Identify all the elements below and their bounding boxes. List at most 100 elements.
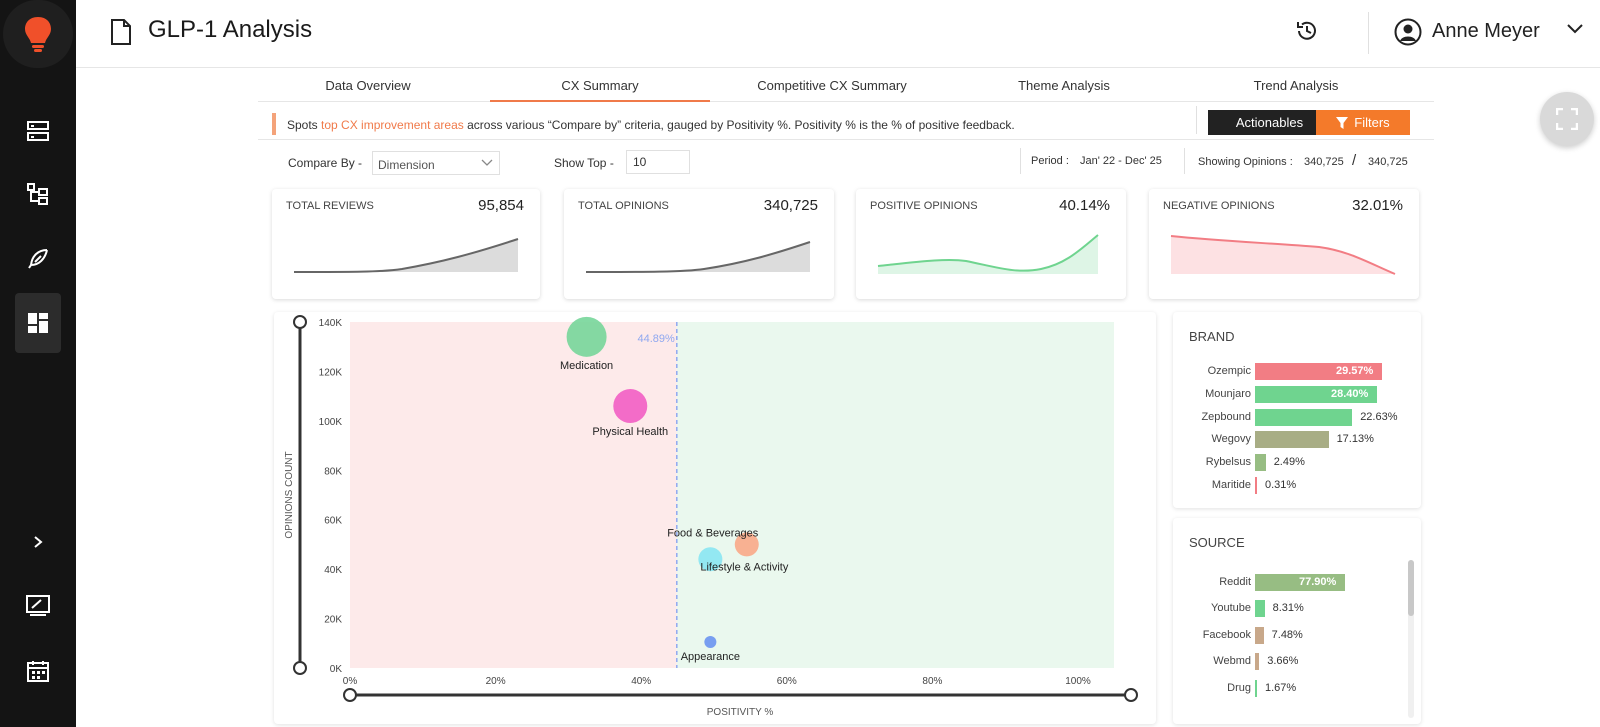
y-tick-label: 120K — [319, 367, 343, 378]
nav-data-icon[interactable] — [15, 108, 61, 154]
y-tick-label: 60K — [324, 516, 342, 527]
source-card: SOURCE Reddit 77.90% Youtube 8.31% Facebook 7… — [1173, 518, 1421, 724]
x-range-slider-right-handle[interactable] — [1124, 688, 1138, 702]
calendar-icon — [27, 661, 49, 682]
nav-report-icon[interactable] — [15, 583, 61, 629]
positive-zone — [676, 322, 1114, 668]
bar-fill — [1255, 431, 1329, 449]
x-range-slider-left-handle[interactable] — [343, 688, 357, 702]
history-icon[interactable] — [1295, 19, 1319, 43]
info-divider — [1196, 106, 1197, 134]
user-name[interactable]: Anne Meyer — [1432, 20, 1540, 42]
period-label: Period : — [1031, 155, 1069, 167]
user-avatar-icon[interactable] — [1394, 18, 1422, 46]
kpi-total-opinions: TOTAL OPINIONS 340,725 — [564, 189, 834, 299]
dashboard-icon — [28, 313, 48, 333]
compare-by-label: Compare By - — [288, 156, 363, 170]
show-top-input[interactable] — [626, 150, 690, 174]
nav-calendar-icon[interactable] — [15, 648, 61, 694]
tab-trend-analysis[interactable]: Trend Analysis — [1253, 78, 1339, 93]
bubble-chart: 44.89% 0K 20K 40K 60K 80K 100K 120K 140K 0% 20% 4… — [284, 315, 1138, 718]
compare-by-value: Dimension — [378, 158, 435, 172]
tab-bar: Data Overview CX Summary Competitive CX … — [258, 70, 1434, 102]
bar-value: 0.31% — [1265, 479, 1297, 491]
kpi-value: 40.14% — [1059, 197, 1110, 214]
tab-data-overview[interactable]: Data Overview — [325, 78, 411, 93]
kpi-value: 95,854 — [478, 197, 524, 214]
expand-sidebar-icon[interactable] — [15, 519, 61, 565]
bubble-point[interactable] — [704, 636, 717, 649]
bar-row[interactable]: Mounjaro 28.40% — [1173, 385, 1421, 404]
bar-label: Ozempic — [1207, 365, 1251, 377]
tab-competitive-cx-summary[interactable]: Competitive CX Summary — [757, 78, 907, 93]
bar-value: 2.49% — [1273, 456, 1305, 469]
bubble-point[interactable] — [698, 547, 723, 572]
sparkline — [585, 241, 811, 273]
y-range-slider-bottom-handle[interactable] — [293, 661, 307, 675]
sparkline — [1170, 235, 1396, 275]
bar-row[interactable]: Wegovy 17.13% — [1173, 431, 1421, 449]
bar-value: 22.63% — [1360, 410, 1398, 423]
info-accent — [272, 113, 276, 135]
bar-value: 3.66% — [1267, 655, 1299, 668]
y-tick-label: 0K — [330, 664, 343, 675]
brand-card: BRAND Ozempic 29.57% Mounjaro 28.40% Zepboun… — [1173, 312, 1421, 508]
fullscreen-icon — [1556, 108, 1578, 130]
y-axis-ticks: 0K 20K 40K 60K 80K 100K 120K 140K — [319, 318, 343, 675]
nav-hierarchy-icon[interactable] — [15, 171, 61, 217]
bubble-point[interactable] — [734, 532, 759, 557]
bubble-point[interactable] — [613, 389, 648, 424]
chevron-right-icon — [34, 536, 43, 548]
actionables-button[interactable]: Actionables — [1208, 110, 1331, 135]
bar-row[interactable]: Drug 1.67% — [1173, 679, 1421, 698]
source-scrollbar-track[interactable] — [1408, 560, 1414, 718]
bar-label: Webmd — [1213, 655, 1251, 668]
y-tick-label: 100K — [319, 417, 343, 428]
bubble-label: Food & Beverages — [667, 527, 759, 539]
kpi-value: 340,725 — [763, 197, 818, 214]
y-tick-label: 20K — [324, 615, 342, 626]
nav-dashboard-icon[interactable] — [15, 293, 61, 353]
document-icon — [111, 19, 131, 45]
fullscreen-button[interactable] — [1540, 92, 1594, 146]
showing-opinions-label: Showing Opinions : — [1198, 156, 1293, 168]
x-tick-label: 60% — [777, 676, 797, 687]
info-bar: Spots top CX improvement areas across va… — [258, 106, 1434, 140]
source-title: SOURCE — [1189, 535, 1245, 550]
sparkline — [877, 234, 1099, 274]
bar-row[interactable]: Rybelsus 2.49% — [1173, 454, 1421, 472]
bubble-label: Lifestyle & Activity — [700, 561, 789, 573]
bar-row[interactable]: Webmd 3.66% — [1173, 653, 1421, 671]
period-value: Jan' 22 - Dec' 25 — [1080, 155, 1162, 167]
bar-row[interactable]: Zepbound 22.63% — [1173, 408, 1421, 427]
compare-by-dropdown[interactable]: Dimension — [372, 151, 500, 175]
bar-row[interactable]: Ozempic 29.57% — [1173, 363, 1421, 381]
bar-row[interactable]: Facebook 7.48% — [1173, 626, 1421, 645]
chevron-down-icon[interactable] — [1566, 22, 1584, 36]
show-top-label: Show Top - — [554, 156, 614, 170]
filters-button[interactable]: Filters — [1316, 110, 1410, 135]
app-logo[interactable] — [3, 0, 73, 68]
info-text: Spots top CX improvement areas across va… — [287, 118, 1015, 132]
threshold-label: 44.89% — [637, 333, 675, 345]
header-divider — [1368, 12, 1369, 54]
y-range-slider-top-handle[interactable] — [293, 315, 307, 329]
feather-icon — [28, 249, 48, 269]
bar-value: 8.31% — [1272, 602, 1304, 615]
bar-row[interactable]: Reddit 77.90% — [1173, 574, 1421, 592]
bar-fill — [1255, 363, 1382, 380]
source-scrollbar-thumb[interactable] — [1408, 560, 1414, 616]
showing-separator: / — [1352, 152, 1357, 169]
bubble-chart-card: 44.89% 0K 20K 40K 60K 80K 100K 120K 140K 0% 20% 4… — [274, 312, 1156, 724]
filter-icon — [1336, 116, 1349, 129]
bar-label: Reddit — [1219, 576, 1251, 588]
tab-theme-analysis[interactable]: Theme Analysis — [1018, 78, 1110, 93]
nav-feather-icon[interactable] — [15, 236, 61, 282]
kpi-label: POSITIVE OPINIONS — [870, 200, 978, 212]
x-tick-label: 80% — [922, 676, 942, 687]
bar-fill — [1255, 626, 1264, 644]
bubble-point[interactable] — [566, 316, 607, 357]
bar-row[interactable]: Youtube 8.31% — [1173, 600, 1421, 618]
tab-cx-summary[interactable]: CX Summary — [490, 78, 710, 102]
bar-row[interactable]: Maritide 0.31% — [1173, 477, 1421, 495]
